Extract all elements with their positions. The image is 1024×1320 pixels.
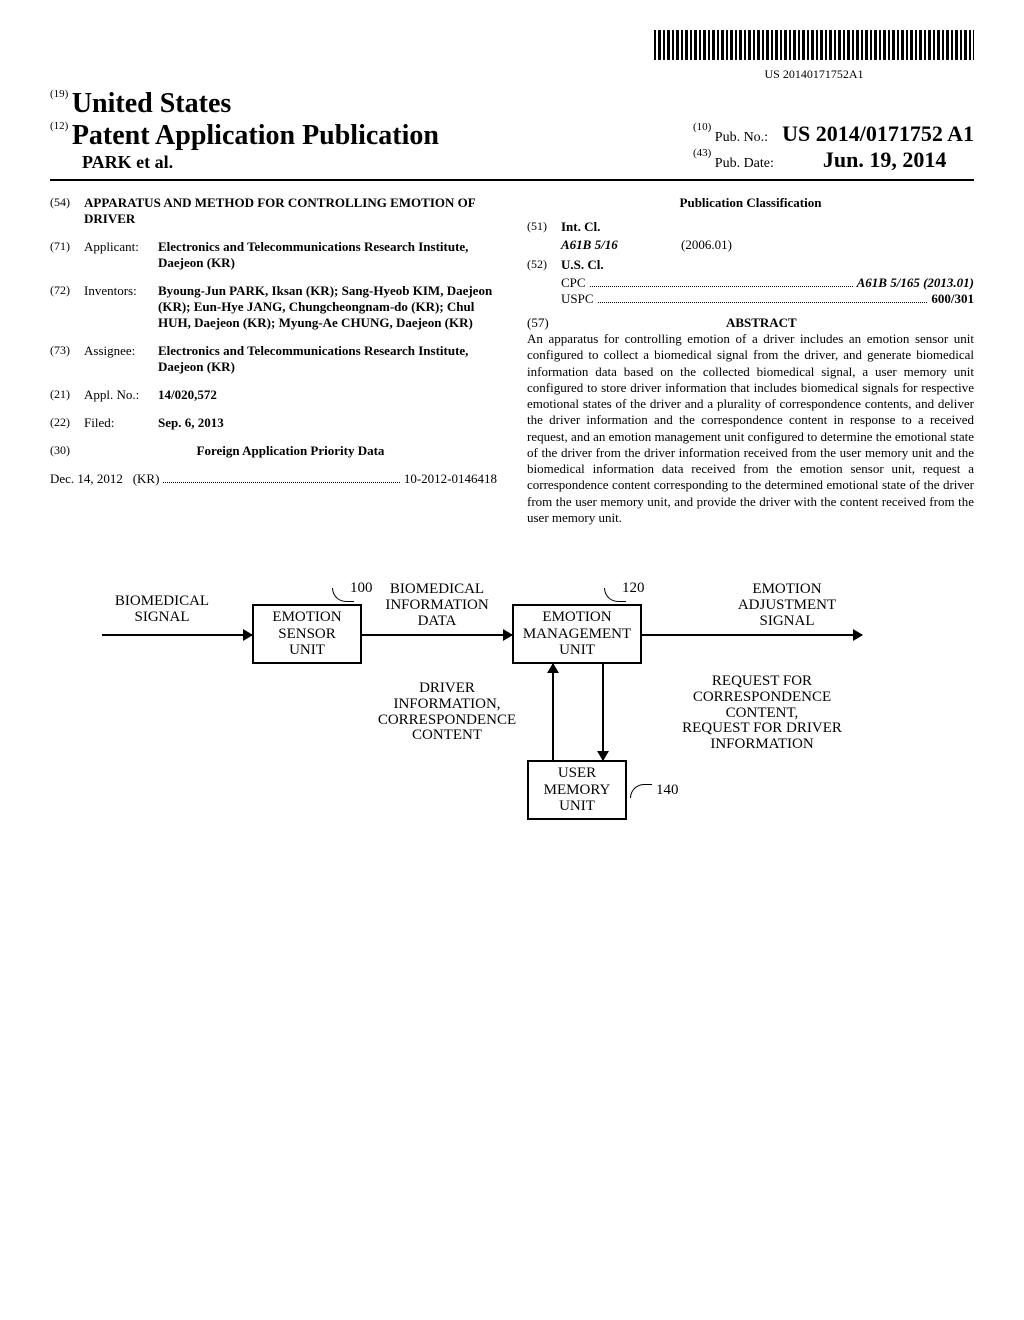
pubno-label: Pub. No.:	[715, 130, 768, 145]
num71: (71)	[50, 239, 84, 271]
label-driver-info: DRIVER INFORMATION, CORRESPONDENCE CONTE…	[362, 681, 532, 744]
num19: (19)	[50, 88, 68, 100]
country: United States	[72, 88, 231, 119]
pubclass-title: Publication Classification	[527, 195, 974, 211]
num12: (12)	[50, 120, 68, 132]
assignee: Electronics and Telecommunications Resea…	[158, 343, 468, 374]
pubno: US 2014/0171752 A1	[782, 121, 974, 146]
authors-short: PARK et al.	[82, 152, 439, 173]
intcl-year: (2006.01)	[681, 237, 732, 253]
foreign-num: 10-2012-0146418	[404, 471, 497, 487]
header-right: (10) Pub. No.: US 2014/0171752 A1 (43) P…	[693, 121, 974, 173]
num10: (10)	[693, 121, 711, 133]
applicant-label: Applicant:	[84, 239, 158, 271]
cpc-label: CPC	[561, 275, 586, 291]
label-biomedical-signal: BIOMEDICAL SIGNAL	[102, 594, 222, 626]
num30: (30)	[50, 443, 84, 459]
label-request: REQUEST FOR CORRESPONDENCE CONTENT, REQU…	[662, 674, 862, 753]
applno-label: Appl. No.:	[84, 387, 158, 403]
header-row: (19) United States (12) Patent Applicati…	[50, 88, 974, 173]
barcode-area: US 20140171752A1	[50, 30, 974, 83]
pubdate: Jun. 19, 2014	[823, 147, 946, 172]
num57: (57)	[527, 315, 549, 331]
uspc-label: USPC	[561, 291, 594, 307]
box-user-memory: USER MEMORY UNIT	[527, 760, 627, 820]
arrow-mgmt-down	[602, 664, 604, 760]
foreign-date: Dec. 14, 2012	[50, 471, 123, 486]
arrow-signal-in	[102, 634, 252, 636]
left-column: (54) APPARATUS AND METHOD FOR CONTROLLIN…	[50, 195, 497, 526]
ref-curve-100	[332, 588, 354, 602]
applno: 14/020,572	[158, 387, 217, 402]
inventors: Byoung-Jun PARK, Iksan (KR); Sang-Hyeob …	[158, 283, 492, 330]
block-diagram: BIOMEDICAL SIGNAL EMOTION SENSOR UNIT 10…	[132, 586, 892, 846]
right-column: Publication Classification (51) Int. Cl.…	[527, 195, 974, 526]
abstract-text: An apparatus for controlling emotion of …	[527, 331, 974, 526]
num51: (51)	[527, 219, 561, 235]
filed-label: Filed:	[84, 415, 158, 431]
abstract-label: ABSTRACT	[549, 315, 974, 331]
num22: (22)	[50, 415, 84, 431]
bibliographic-columns: (54) APPARATUS AND METHOD FOR CONTROLLIN…	[50, 195, 974, 526]
label-emotion-adj: EMOTION ADJUSTMENT SIGNAL	[712, 582, 862, 629]
pub-app: Patent Application Publication	[72, 120, 439, 151]
cpc-val: A61B 5/165 (2013.01)	[857, 275, 974, 291]
arrow-info-data	[362, 634, 512, 636]
ref-140: 140	[656, 782, 679, 799]
num54: (54)	[50, 195, 84, 227]
num72: (72)	[50, 283, 84, 331]
foreign-country: (KR)	[133, 471, 160, 486]
applicant: Electronics and Telecommunications Resea…	[158, 239, 468, 270]
divider	[50, 179, 974, 181]
filed: Sep. 6, 2013	[158, 415, 224, 430]
arrow-adj-out	[642, 634, 862, 636]
intcl-label: Int. Cl.	[561, 219, 600, 234]
arrow-mem-up	[552, 664, 554, 760]
pubdate-label: Pub. Date:	[715, 156, 774, 171]
uspc-val: 600/301	[931, 291, 974, 306]
inventors-label: Inventors:	[84, 283, 158, 331]
foreign-title: Foreign Application Priority Data	[197, 443, 385, 458]
assignee-label: Assignee:	[84, 343, 158, 375]
invention-title: APPARATUS AND METHOD FOR CONTROLLING EMO…	[84, 195, 497, 227]
barcode	[654, 30, 974, 60]
barcode-text: US 20140171752A1	[654, 67, 974, 82]
ref-curve-120	[604, 588, 626, 602]
ref-curve-140	[630, 784, 652, 798]
num21: (21)	[50, 387, 84, 403]
num43: (43)	[693, 147, 711, 159]
box-emotion-sensor: EMOTION SENSOR UNIT	[252, 604, 362, 664]
num73: (73)	[50, 343, 84, 375]
box-emotion-mgmt: EMOTION MANAGEMENT UNIT	[512, 604, 642, 664]
intcl-code: A61B 5/16	[561, 237, 681, 253]
header-left: (19) United States (12) Patent Applicati…	[50, 88, 439, 173]
uscl-label: U.S. Cl.	[561, 257, 604, 272]
num52: (52)	[527, 257, 561, 273]
label-biomedical-info: BIOMEDICAL INFORMATION DATA	[367, 582, 507, 629]
